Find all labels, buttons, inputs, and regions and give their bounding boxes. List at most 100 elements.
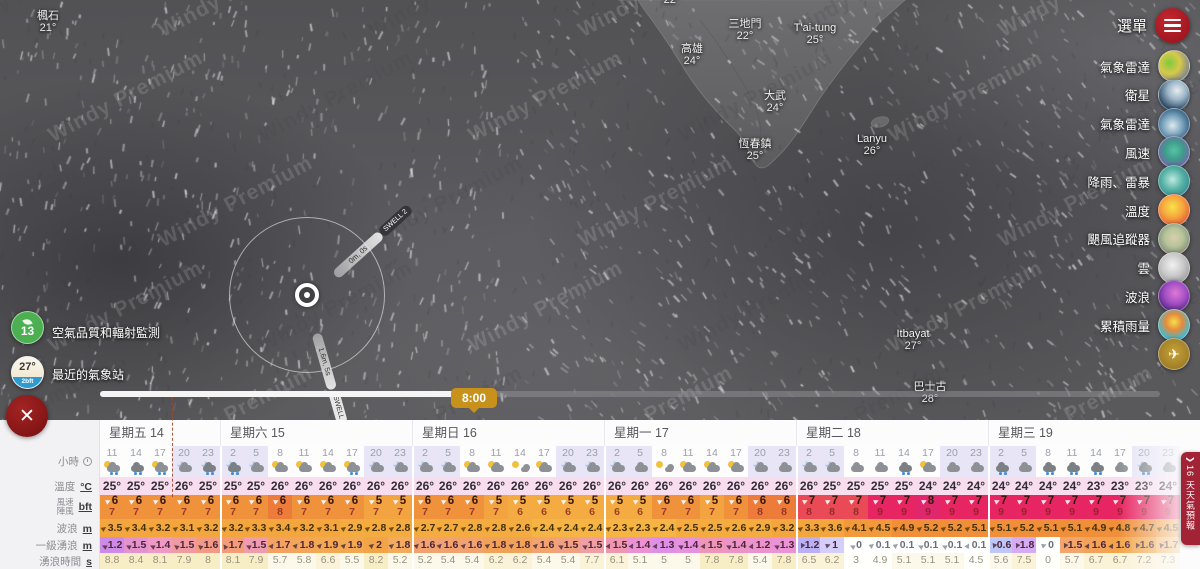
table-cell[interactable]: ▶1.7 — [1156, 537, 1180, 553]
table-cell[interactable]: ▶1.7 — [267, 537, 292, 553]
table-cell[interactable]: ▶1.8 — [1012, 537, 1036, 553]
table-cell[interactable]: 5.1 — [628, 553, 652, 569]
table-cell[interactable]: 11 — [868, 446, 892, 477]
table-cell[interactable]: 6.6 — [316, 553, 340, 569]
table-cell[interactable]: ▶1.5 — [1060, 537, 1084, 553]
table-cell[interactable]: 23 — [964, 446, 988, 477]
table-cell[interactable]: 24° — [964, 477, 988, 495]
table-cell[interactable]: 5 — [244, 446, 268, 477]
table-cell[interactable]: ▶5 7 — [388, 495, 412, 519]
table-cell[interactable]: 5 — [652, 553, 676, 569]
table-cell[interactable]: 20 — [940, 446, 964, 477]
table-cell[interactable]: ▶6 7 — [124, 495, 148, 519]
table-cell[interactable]: 26° — [364, 477, 388, 495]
table-cell[interactable]: 2 — [988, 446, 1012, 477]
table-cell[interactable]: 26° — [772, 477, 796, 495]
table-cell[interactable]: ▶1.5 — [244, 537, 268, 553]
table-cell[interactable]: 5.2 — [412, 553, 436, 569]
table-cell[interactable]: ▶6 8 — [268, 495, 292, 519]
table-cell[interactable]: ▶6 7 — [100, 495, 124, 519]
table-cell[interactable]: 4.5 — [964, 553, 988, 569]
table-cell[interactable]: ▶5 7 — [484, 495, 508, 519]
table-cell[interactable]: 24° — [988, 477, 1012, 495]
table-cell[interactable]: ▶7 9 — [1036, 495, 1060, 519]
menu-item-累積雨量[interactable]: 累積雨量 — [1100, 309, 1190, 342]
menu-item-風速[interactable]: 風速 — [1125, 136, 1190, 169]
menu-item-降雨、雷暴[interactable]: 降雨、雷暴 — [1087, 165, 1190, 198]
table-cell[interactable]: 26° — [580, 477, 604, 495]
table-cell[interactable]: 23° — [1108, 477, 1132, 495]
table-cell[interactable]: ▶1.2 — [747, 537, 772, 553]
table-cell[interactable]: 5.4 — [748, 553, 772, 569]
table-cell[interactable]: ▶7 9 — [1132, 495, 1156, 519]
table-cell[interactable]: ▶2.6 — [508, 519, 532, 537]
table-cell[interactable]: ▶1.6 — [435, 537, 460, 553]
table-cell[interactable]: ▶7 9 — [964, 495, 988, 519]
table-cell[interactable]: ▶7 9 — [1012, 495, 1036, 519]
table-cell[interactable]: ▶4.5 — [868, 519, 892, 537]
table-cell[interactable]: ▶3.1 — [316, 519, 340, 537]
table-cell[interactable]: ▶2.8 — [460, 519, 484, 537]
table-cell[interactable]: 11 — [676, 446, 700, 477]
table-cell[interactable]: ▶6 7 — [412, 495, 436, 519]
table-cell[interactable]: 25° — [844, 477, 868, 495]
rain-icon[interactable] — [1158, 165, 1190, 198]
table-cell[interactable]: 17 — [1108, 446, 1132, 477]
table-cell[interactable]: 7.2 — [1132, 553, 1156, 569]
table-cell[interactable]: ▶1.4 — [724, 537, 748, 553]
table-cell[interactable]: ▶2.8 — [388, 519, 412, 537]
table-cell[interactable]: 0 — [1036, 553, 1060, 569]
table-cell[interactable]: ▶3.3 — [796, 519, 820, 537]
table-cell[interactable]: ▶7 8 — [796, 495, 820, 519]
table-cell[interactable]: ▶3.2 — [148, 519, 172, 537]
table-cell[interactable]: 7.9 — [244, 553, 268, 569]
table-cell[interactable]: ▶1.8 — [507, 537, 532, 553]
table-cell[interactable]: 6.1 — [604, 553, 628, 569]
table-cell[interactable]: 5.4 — [460, 553, 484, 569]
menu-button[interactable]: 選單 — [1117, 8, 1190, 43]
table-cell[interactable]: ▶5.1 — [964, 519, 988, 537]
table-cell[interactable]: ▶6 7 — [436, 495, 460, 519]
table-cell[interactable]: ▶1 — [820, 537, 844, 553]
table-cell[interactable]: 5.4 — [556, 553, 580, 569]
day-header[interactable]: 星期二 18 — [796, 420, 988, 446]
table-cell[interactable]: 26° — [340, 477, 364, 495]
table-cell[interactable]: ▶5.1 — [988, 519, 1012, 537]
table-cell[interactable]: 25° — [148, 477, 172, 495]
table-cell[interactable]: ▶6 7 — [676, 495, 700, 519]
menu-item-衛星[interactable]: 衛星 — [1125, 78, 1190, 111]
table-cell[interactable]: 26° — [676, 477, 700, 495]
table-cell[interactable]: 5.7 — [1060, 553, 1084, 569]
table-cell[interactable]: ▶0.1 — [963, 537, 988, 553]
forecast-16day-tab[interactable]: ❯ 16 天天氣預報 — [1181, 452, 1200, 545]
table-cell[interactable]: ▶0.1 — [867, 537, 892, 553]
table-cell[interactable]: ▶3.2 — [220, 519, 244, 537]
table-cell[interactable]: ▶1.4 — [676, 537, 700, 553]
table-cell[interactable]: 4.9 — [868, 553, 892, 569]
table-cell[interactable]: ▶4.9 — [892, 519, 916, 537]
table-cell[interactable]: ▶1.6 — [195, 537, 220, 553]
day-header[interactable]: 星期六 15 — [220, 420, 412, 446]
table-cell[interactable]: ▶1.5 — [556, 537, 580, 553]
table-cell[interactable]: ▶7 8 — [820, 495, 844, 519]
table-cell[interactable]: 5.2 — [388, 553, 412, 569]
table-cell[interactable]: ▶5.2 — [916, 519, 940, 537]
table-cell[interactable]: 26° — [628, 477, 652, 495]
table-cell[interactable]: 24° — [1156, 477, 1180, 495]
table-cell[interactable]: ▶1.9 — [339, 537, 364, 553]
table-cell[interactable]: 26° — [508, 477, 532, 495]
table-cell[interactable]: 26° — [172, 477, 196, 495]
table-cell[interactable]: 5.1 — [892, 553, 916, 569]
table-cell[interactable]: 23° — [1084, 477, 1108, 495]
table-cell[interactable]: 24° — [940, 477, 964, 495]
table-cell[interactable]: 26° — [460, 477, 484, 495]
table-cell[interactable]: 26° — [292, 477, 316, 495]
swell-unit-link[interactable]: m — [82, 540, 92, 552]
table-cell[interactable]: ▶5.1 — [1060, 519, 1084, 537]
table-cell[interactable]: ▶1.8 — [483, 537, 508, 553]
day-header[interactable]: 星期五 14 — [100, 420, 220, 446]
table-cell[interactable]: 5.4 — [436, 553, 460, 569]
menu-item-氣象雷達[interactable]: 氣象雷達 — [1100, 50, 1190, 82]
table-cell[interactable]: ▶5 6 — [556, 495, 580, 519]
table-cell[interactable]: 11 — [100, 446, 124, 477]
